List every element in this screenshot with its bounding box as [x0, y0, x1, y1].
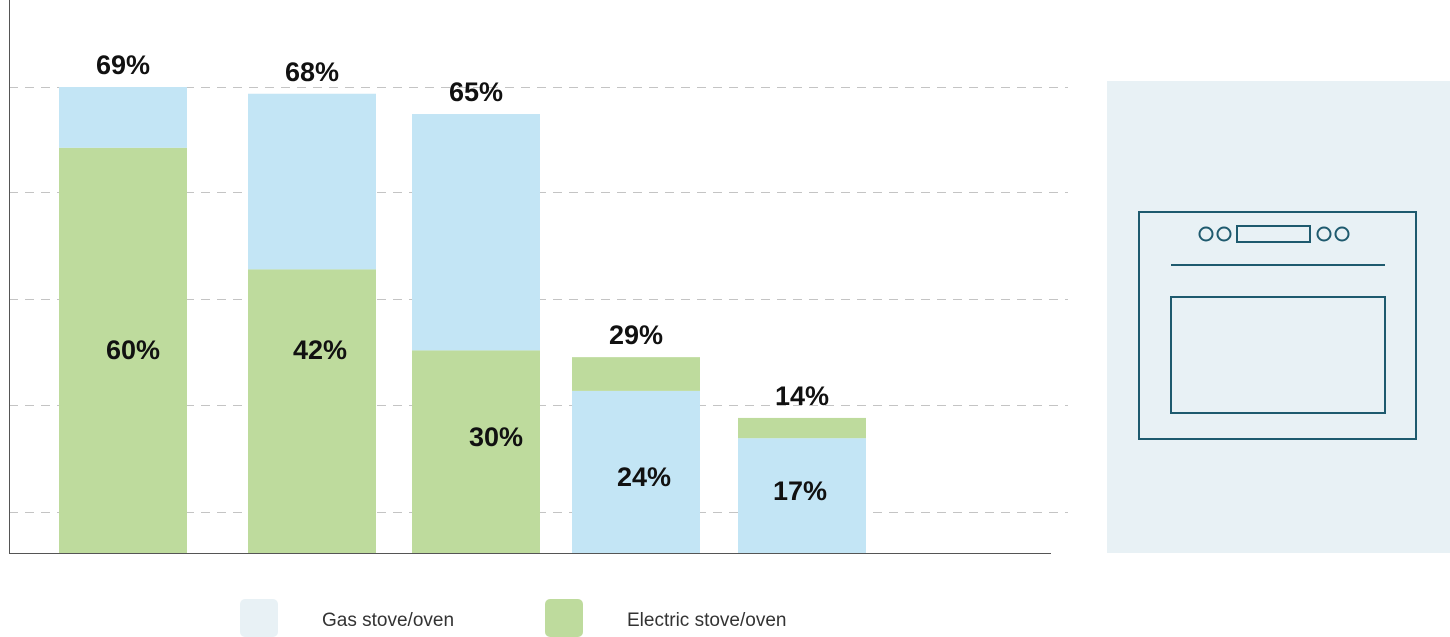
bar-segment	[412, 114, 540, 351]
stacked-bar-chart: 69% 60% 68% 42% 65% 30% 29% 24% 14% 17% Gas stove…	[9, 0, 1068, 637]
oven-illustration-panel	[1107, 81, 1450, 553]
bar-segment	[59, 87, 187, 148]
legend-label: Gas stove/oven	[322, 610, 454, 631]
legend-swatch	[545, 599, 583, 637]
total-label: 69%	[96, 50, 150, 80]
total-label: 29%	[609, 320, 663, 350]
total-label: 14%	[775, 381, 829, 411]
legend-label: Electric stove/oven	[627, 610, 786, 631]
oven-icon	[1138, 211, 1417, 440]
total-label: 68%	[285, 57, 339, 87]
bar-segment	[572, 357, 700, 391]
data-labels: 69% 60% 68% 42% 65% 30% 29% 24% 14% 17%	[96, 50, 829, 506]
segment-label: 24%	[617, 462, 671, 492]
bar-segment	[738, 417, 866, 439]
bar-segment	[412, 350, 540, 553]
legend: Gas stove/oven Electric stove/oven	[240, 599, 786, 637]
bar-segment	[738, 438, 866, 553]
segment-label: 30%	[469, 422, 523, 452]
total-label: 65%	[449, 77, 503, 107]
segment-label: 42%	[293, 335, 347, 365]
bar-segment	[572, 390, 700, 553]
bars	[59, 87, 866, 554]
bar-segment	[248, 93, 376, 270]
segment-label: 60%	[106, 335, 160, 365]
legend-swatch	[240, 599, 278, 637]
segment-label: 17%	[773, 476, 827, 506]
bar-segment	[248, 269, 376, 553]
bar-segment	[59, 147, 187, 554]
